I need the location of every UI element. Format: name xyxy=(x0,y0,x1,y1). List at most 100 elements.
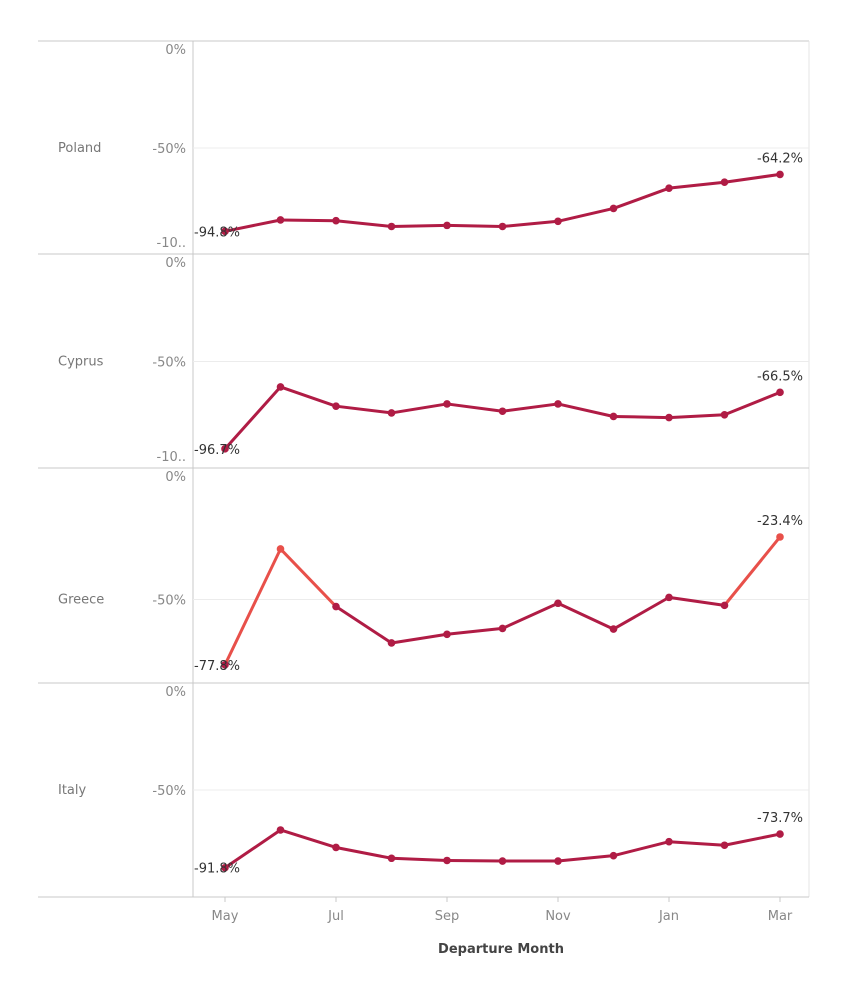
x-axis-title: Departure Month xyxy=(438,942,564,957)
data-point[interactable] xyxy=(332,602,340,611)
x-tick-label: Sep xyxy=(435,909,460,924)
data-point[interactable] xyxy=(720,178,729,187)
series-line-segment xyxy=(501,402,560,413)
data-point[interactable] xyxy=(221,227,229,236)
x-tick-label: Nov xyxy=(545,909,571,924)
data-point[interactable] xyxy=(221,863,229,872)
data-point[interactable] xyxy=(387,222,396,231)
data-point[interactable] xyxy=(221,445,229,453)
data-point[interactable] xyxy=(609,851,618,860)
y-tick-label: -50% xyxy=(152,356,186,371)
data-point[interactable] xyxy=(776,533,784,541)
data-point[interactable] xyxy=(609,204,618,213)
series-line-segment xyxy=(223,828,282,870)
panel-greece: Greece 0% -50% -77.8% -23.4% xyxy=(38,470,809,684)
series-line-segment xyxy=(556,206,615,223)
series-line-segment xyxy=(390,856,449,862)
x-tick-label: Jan xyxy=(658,909,679,924)
data-point[interactable] xyxy=(498,624,507,633)
row-label: Poland xyxy=(58,141,101,156)
series-line-segment xyxy=(223,218,282,233)
series-line-segment xyxy=(556,601,615,631)
series-line-segment xyxy=(223,547,282,667)
data-point[interactable] xyxy=(720,841,729,850)
series-line-segment xyxy=(334,404,393,415)
y-tick-label: 0% xyxy=(165,470,186,485)
data-point[interactable] xyxy=(332,843,340,852)
data-point[interactable] xyxy=(554,217,562,226)
x-tick-label: Mar xyxy=(768,909,793,924)
data-point[interactable] xyxy=(776,830,784,838)
data-point[interactable] xyxy=(554,599,562,608)
panel-italy: Italy 0% -50% -91.8% -73.7% xyxy=(38,685,809,898)
data-point[interactable] xyxy=(554,857,562,865)
last-data-label: -23.4% xyxy=(757,514,803,529)
series-line-segment xyxy=(667,840,726,847)
data-point[interactable] xyxy=(609,625,618,633)
data-point[interactable] xyxy=(665,184,673,192)
data-point[interactable] xyxy=(498,222,507,231)
y-tick-label: -50% xyxy=(152,142,186,157)
data-point[interactable] xyxy=(720,410,729,419)
series-line-segment xyxy=(279,828,338,849)
series-line-segment xyxy=(556,854,615,863)
data-point[interactable] xyxy=(498,407,507,416)
x-axis: May Jul Sep Nov Jan Mar xyxy=(212,897,793,924)
data-point[interactable] xyxy=(221,661,229,669)
series-line-segment xyxy=(612,595,671,631)
series-line-segment xyxy=(279,385,338,408)
panel-cyprus: Cyprus 0% -50% -10.. -96.7% -66.5% xyxy=(38,256,809,469)
data-point[interactable] xyxy=(276,383,285,391)
series-line-segment xyxy=(667,413,726,420)
series-line-segment xyxy=(445,223,504,228)
data-point[interactable] xyxy=(276,826,285,834)
series-line-segment xyxy=(279,547,338,609)
data-point[interactable] xyxy=(443,856,451,865)
data-point[interactable] xyxy=(332,216,340,225)
first-data-label: -96.7% xyxy=(194,443,240,458)
series-line-segment xyxy=(723,535,782,607)
row-label: Cyprus xyxy=(58,355,104,370)
data-point[interactable] xyxy=(443,630,451,639)
series-line-segment xyxy=(279,218,338,223)
y-tick-label: 0% xyxy=(165,256,186,271)
data-point[interactable] xyxy=(443,400,451,408)
series-line-segment xyxy=(667,180,726,190)
y-tick-label: 0% xyxy=(165,43,186,58)
series-line-segment xyxy=(223,385,282,451)
panels: Poland 0% -50% -10.. -94.8% -64.2% Cyprus 0% -50… xyxy=(38,40,810,898)
y-tick-label: -50% xyxy=(152,784,186,799)
series-line-segment xyxy=(723,390,782,417)
series-line-segment xyxy=(612,840,671,858)
data-point[interactable] xyxy=(387,854,396,863)
data-point[interactable] xyxy=(387,409,396,417)
data-point[interactable] xyxy=(665,837,673,846)
y-tick-label: -10.. xyxy=(157,450,187,465)
data-point[interactable] xyxy=(554,400,562,408)
data-point[interactable] xyxy=(776,170,784,179)
y-tick-label: 0% xyxy=(165,685,186,700)
data-point[interactable] xyxy=(276,545,285,553)
series-line-segment xyxy=(501,601,560,630)
series-line-segment xyxy=(334,219,393,228)
first-data-label: -94.8% xyxy=(194,225,240,240)
panel-poland: Poland 0% -50% -10.. -94.8% -64.2% xyxy=(38,43,809,255)
last-data-label: -73.7% xyxy=(757,811,803,826)
last-data-label: -66.5% xyxy=(757,369,803,384)
series-line-segment xyxy=(612,414,671,420)
series-line-segment xyxy=(501,219,560,228)
data-point[interactable] xyxy=(665,413,673,422)
data-point[interactable] xyxy=(387,639,396,647)
data-point[interactable] xyxy=(498,857,507,865)
last-data-label: -64.2% xyxy=(757,151,803,166)
data-point[interactable] xyxy=(332,402,340,410)
first-data-label: -91.8% xyxy=(194,862,240,877)
data-point[interactable] xyxy=(276,216,285,224)
data-point[interactable] xyxy=(776,388,784,397)
data-point[interactable] xyxy=(443,221,451,230)
first-data-label: -77.8% xyxy=(194,659,240,674)
data-point[interactable] xyxy=(720,601,729,610)
data-point[interactable] xyxy=(609,412,618,421)
data-point[interactable] xyxy=(665,593,673,602)
